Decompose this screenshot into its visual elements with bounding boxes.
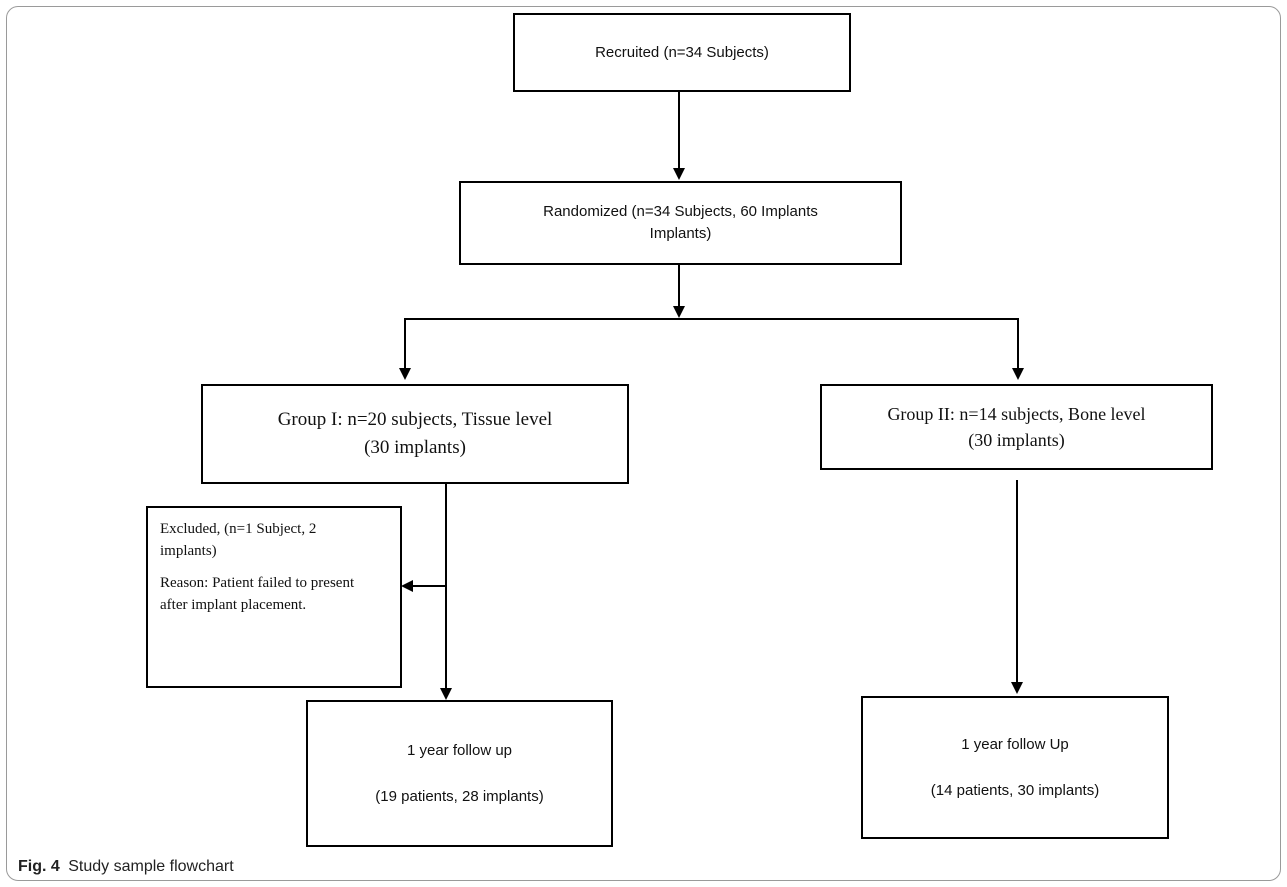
group2-box: Group II: n=14 subjects, Bone level (30 … — [820, 384, 1213, 470]
figure-frame — [6, 6, 1281, 881]
group1-box: Group I: n=20 subjects, Tissue level (30… — [201, 384, 629, 484]
arrow-head-followup1 — [440, 688, 452, 700]
connector-group1-followup1 — [445, 484, 447, 690]
followup1-line-1: 1 year follow up — [406, 741, 513, 759]
connector-split-horizontal — [404, 318, 1019, 320]
arrow-head-randomized — [673, 168, 685, 180]
group2-line-1: Group II: n=14 subjects, Bone level — [887, 404, 1146, 424]
excluded-box: Excluded, (n=1 Subject, 2 implants) Reas… — [146, 506, 402, 688]
recruited-box: Recruited (n=34 Subjects) — [513, 13, 851, 92]
excluded-line-4: after implant placement. — [160, 597, 307, 613]
connector-split-group1 — [404, 318, 406, 370]
figure-caption-label: Fig. 4 — [18, 858, 60, 875]
followup1-line-2: (19 patients, 28 implants) — [375, 787, 544, 805]
group2-line-2: (30 implants) — [968, 430, 1065, 450]
arrow-head-split — [673, 306, 685, 318]
followup2-line-1: 1 year follow Up — [961, 735, 1069, 753]
excluded-line-1: Excluded, (n=1 Subject, 2 — [160, 521, 317, 537]
connector-split-group2 — [1017, 318, 1019, 370]
excluded-line-2: implants) — [160, 543, 217, 559]
group1-line-1: Group I: n=20 subjects, Tissue level — [277, 409, 553, 430]
figure-caption: Fig. 4 Study sample flowchart — [18, 858, 234, 876]
followup2-box: 1 year follow Up (14 patients, 30 implan… — [861, 696, 1169, 839]
arrow-head-followup2 — [1011, 682, 1023, 694]
followup1-box: 1 year follow up (19 patients, 28 implan… — [306, 700, 613, 847]
arrow-head-group2 — [1012, 368, 1024, 380]
randomized-line-1: Randomized (n=34 Subjects, 60 Implants — [543, 203, 818, 220]
connector-randomized-split — [678, 265, 680, 309]
arrow-head-group1 — [399, 368, 411, 380]
connector-exclusion — [412, 585, 446, 587]
excluded-line-3: Reason: Patient failed to present — [160, 575, 355, 591]
group1-line-2: (30 implants) — [364, 437, 466, 458]
recruited-text: Recruited (n=34 Subjects) — [595, 44, 769, 61]
connector-recruited-randomized — [678, 92, 680, 170]
followup2-line-2: (14 patients, 30 implants) — [930, 781, 1100, 799]
randomized-line-2: Implants) — [649, 225, 712, 242]
figure-caption-text: Study sample flowchart — [68, 858, 234, 875]
arrow-head-excluded — [401, 580, 413, 592]
randomized-box: Randomized (n=34 Subjects, 60 Implants I… — [459, 181, 902, 265]
connector-group2-followup2 — [1016, 480, 1018, 684]
